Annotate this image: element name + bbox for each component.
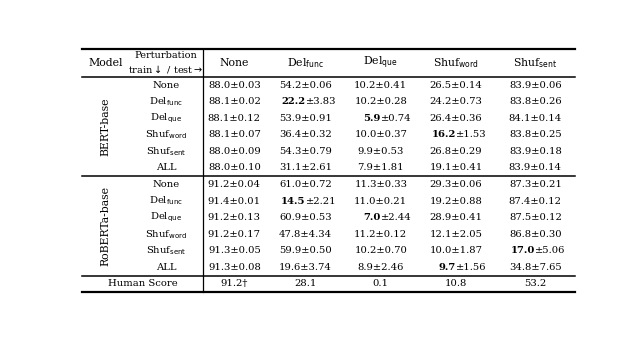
Text: 16.2: 16.2 bbox=[431, 130, 456, 139]
Text: ±0.74: ±0.74 bbox=[381, 114, 412, 123]
Text: ±3.83: ±3.83 bbox=[305, 97, 336, 106]
Text: 11.2±0.12: 11.2±0.12 bbox=[354, 230, 407, 239]
Text: Del$_{\mathrm{que}}$: Del$_{\mathrm{que}}$ bbox=[364, 55, 398, 71]
Text: Del$_{\mathrm{que}}$: Del$_{\mathrm{que}}$ bbox=[150, 112, 182, 125]
Text: 10.0±1.87: 10.0±1.87 bbox=[429, 246, 483, 255]
Text: 9.7: 9.7 bbox=[439, 263, 456, 272]
Text: 59.9±0.50: 59.9±0.50 bbox=[279, 246, 332, 255]
Text: None: None bbox=[152, 81, 180, 90]
Text: Model: Model bbox=[88, 58, 123, 68]
Text: 7.9±1.81: 7.9±1.81 bbox=[357, 164, 404, 172]
Text: Shuf$_{\mathrm{word}}$: Shuf$_{\mathrm{word}}$ bbox=[433, 56, 479, 70]
Text: 24.2±0.73: 24.2±0.73 bbox=[429, 97, 483, 106]
Text: 19.1±0.41: 19.1±0.41 bbox=[429, 164, 483, 172]
Text: 28.1: 28.1 bbox=[294, 279, 317, 288]
Text: 47.8±4.34: 47.8±4.34 bbox=[279, 230, 332, 239]
Text: 87.4±0.12: 87.4±0.12 bbox=[509, 197, 562, 206]
Text: 91.3±0.08: 91.3±0.08 bbox=[208, 263, 260, 272]
Text: 10.2±0.41: 10.2±0.41 bbox=[354, 81, 407, 90]
Text: ALL: ALL bbox=[156, 164, 176, 172]
Text: 83.9±0.18: 83.9±0.18 bbox=[509, 147, 562, 156]
Text: 9.9±0.53: 9.9±0.53 bbox=[358, 147, 404, 156]
Text: 54.3±0.79: 54.3±0.79 bbox=[279, 147, 332, 156]
Text: 91.2±0.04: 91.2±0.04 bbox=[208, 180, 261, 189]
Text: 91.2†: 91.2† bbox=[221, 279, 248, 288]
Text: 11.3±0.33: 11.3±0.33 bbox=[354, 180, 407, 189]
Text: 53.9±0.91: 53.9±0.91 bbox=[279, 114, 332, 123]
Text: BERT-base: BERT-base bbox=[100, 97, 111, 156]
Text: 88.0±0.10: 88.0±0.10 bbox=[208, 164, 260, 172]
Text: ALL: ALL bbox=[156, 263, 176, 272]
Text: Shuf$_{\mathrm{sent}}$: Shuf$_{\mathrm{sent}}$ bbox=[513, 56, 557, 70]
Text: 7.0: 7.0 bbox=[364, 213, 381, 222]
Text: 29.3±0.06: 29.3±0.06 bbox=[429, 180, 483, 189]
Text: Human Score: Human Score bbox=[108, 279, 177, 288]
Text: RoBERTa-base: RoBERTa-base bbox=[100, 186, 111, 266]
Text: Del$_{\mathrm{que}}$: Del$_{\mathrm{que}}$ bbox=[150, 211, 182, 224]
Text: 83.8±0.26: 83.8±0.26 bbox=[509, 97, 562, 106]
Text: Del$_{\mathrm{func}}$: Del$_{\mathrm{func}}$ bbox=[149, 195, 183, 207]
Text: Shuf$_{\mathrm{sent}}$: Shuf$_{\mathrm{sent}}$ bbox=[146, 145, 186, 158]
Text: 11.0±0.21: 11.0±0.21 bbox=[354, 197, 407, 206]
Text: Shuf$_{\mathrm{word}}$: Shuf$_{\mathrm{word}}$ bbox=[145, 128, 187, 141]
Text: Shuf$_{\mathrm{sent}}$: Shuf$_{\mathrm{sent}}$ bbox=[146, 244, 186, 257]
Text: Shuf$_{\mathrm{word}}$: Shuf$_{\mathrm{word}}$ bbox=[145, 228, 187, 240]
Text: ±2.44: ±2.44 bbox=[381, 213, 412, 222]
Text: 10.8: 10.8 bbox=[445, 279, 467, 288]
Text: 91.4±0.01: 91.4±0.01 bbox=[208, 197, 261, 206]
Text: 88.0±0.03: 88.0±0.03 bbox=[208, 81, 260, 90]
Text: 36.4±0.32: 36.4±0.32 bbox=[279, 130, 332, 139]
Text: 88.1±0.07: 88.1±0.07 bbox=[208, 130, 260, 139]
Text: 91.3±0.05: 91.3±0.05 bbox=[208, 246, 260, 255]
Text: 10.0±0.37: 10.0±0.37 bbox=[355, 130, 407, 139]
Text: ±1.56: ±1.56 bbox=[456, 263, 486, 272]
Text: 87.3±0.21: 87.3±0.21 bbox=[509, 180, 562, 189]
Text: 86.8±0.30: 86.8±0.30 bbox=[509, 230, 562, 239]
Text: 61.0±0.72: 61.0±0.72 bbox=[279, 180, 332, 189]
Text: 83.9±0.06: 83.9±0.06 bbox=[509, 81, 562, 90]
Text: 26.4±0.36: 26.4±0.36 bbox=[429, 114, 483, 123]
Text: 0.1: 0.1 bbox=[372, 279, 388, 288]
Text: None: None bbox=[152, 180, 180, 189]
Text: 17.0: 17.0 bbox=[511, 246, 535, 255]
Text: 83.9±0.14: 83.9±0.14 bbox=[509, 164, 562, 172]
Text: 88.1±0.02: 88.1±0.02 bbox=[208, 97, 260, 106]
Text: Perturbation
train$\downarrow$ / test$\rightarrow$: Perturbation train$\downarrow$ / test$\r… bbox=[128, 51, 204, 75]
Text: 54.2±0.06: 54.2±0.06 bbox=[279, 81, 332, 90]
Text: 88.1±0.12: 88.1±0.12 bbox=[208, 114, 261, 123]
Text: 34.8±7.65: 34.8±7.65 bbox=[509, 263, 562, 272]
Text: 91.2±0.13: 91.2±0.13 bbox=[208, 213, 261, 222]
Text: 14.5: 14.5 bbox=[281, 197, 305, 206]
Text: 83.8±0.25: 83.8±0.25 bbox=[509, 130, 562, 139]
Text: ±2.21: ±2.21 bbox=[305, 197, 336, 206]
Text: 28.9±0.41: 28.9±0.41 bbox=[429, 213, 483, 222]
Text: 19.2±0.88: 19.2±0.88 bbox=[429, 197, 483, 206]
Text: None: None bbox=[220, 58, 249, 68]
Text: 10.2±0.28: 10.2±0.28 bbox=[355, 97, 407, 106]
Text: 87.5±0.12: 87.5±0.12 bbox=[509, 213, 562, 222]
Text: 31.1±2.61: 31.1±2.61 bbox=[279, 164, 332, 172]
Text: 84.1±0.14: 84.1±0.14 bbox=[509, 114, 562, 123]
Text: 60.9±0.53: 60.9±0.53 bbox=[279, 213, 332, 222]
Text: 26.8±0.29: 26.8±0.29 bbox=[429, 147, 483, 156]
Text: ±5.06: ±5.06 bbox=[535, 246, 566, 255]
Text: 10.2±0.70: 10.2±0.70 bbox=[355, 246, 407, 255]
Text: 8.9±2.46: 8.9±2.46 bbox=[358, 263, 404, 272]
Text: 12.1±2.05: 12.1±2.05 bbox=[429, 230, 483, 239]
Text: Del$_{\mathrm{func}}$: Del$_{\mathrm{func}}$ bbox=[149, 95, 183, 108]
Text: ±1.53: ±1.53 bbox=[456, 130, 486, 139]
Text: 91.2±0.17: 91.2±0.17 bbox=[208, 230, 261, 239]
Text: 53.2: 53.2 bbox=[524, 279, 547, 288]
Text: 26.5±0.14: 26.5±0.14 bbox=[429, 81, 483, 90]
Text: 19.6±3.74: 19.6±3.74 bbox=[279, 263, 332, 272]
Text: 88.0±0.09: 88.0±0.09 bbox=[208, 147, 260, 156]
Text: Del$_{\mathrm{func}}$: Del$_{\mathrm{func}}$ bbox=[287, 56, 324, 70]
Text: 5.9: 5.9 bbox=[364, 114, 381, 123]
Text: 22.2: 22.2 bbox=[282, 97, 305, 106]
